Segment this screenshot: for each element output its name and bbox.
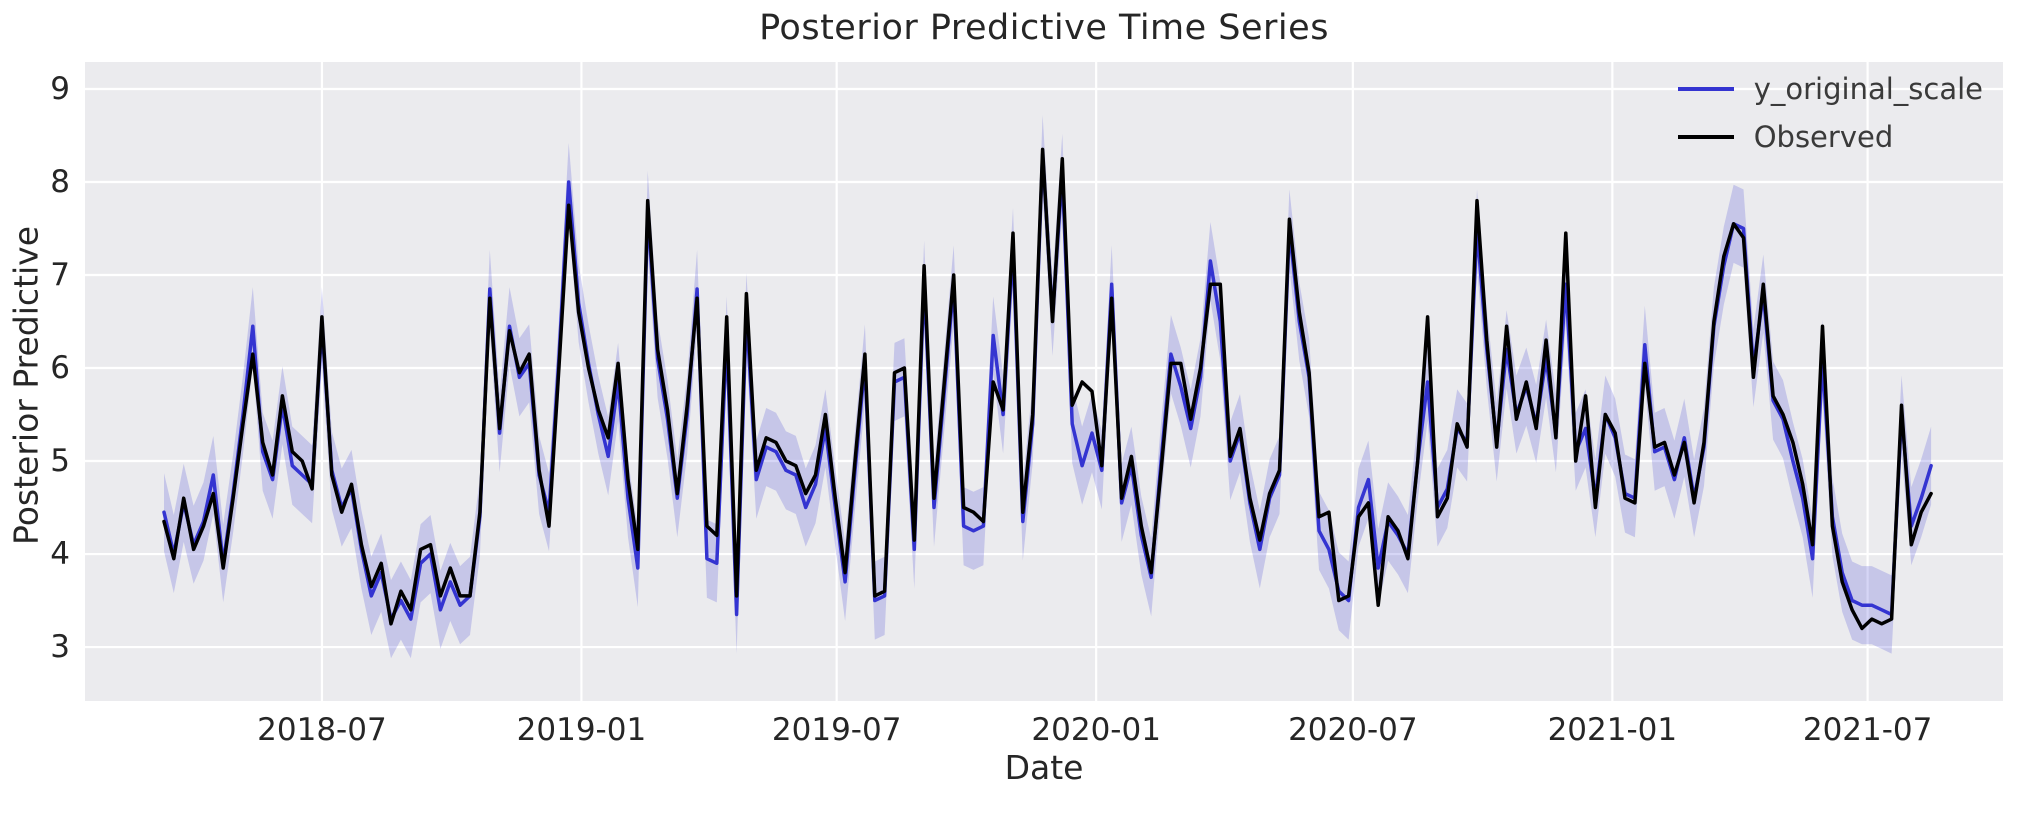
x-tick-label-2020-01: 2020-01 bbox=[1031, 712, 1161, 748]
x-tick-label-2021-07: 2021-07 bbox=[1802, 712, 1933, 748]
x-tick-label-2018-07: 2018-07 bbox=[257, 712, 387, 748]
y-tick-label-9: 9 bbox=[50, 70, 70, 107]
series-line-Observed bbox=[162, 147, 1933, 631]
y-tick-label-7: 7 bbox=[50, 257, 70, 293]
legend-item-y-original-scale: y_original_scale bbox=[1677, 72, 1983, 106]
x-tick-label-2019-07: 2019-07 bbox=[771, 712, 902, 748]
x-axis-label: Date bbox=[1004, 748, 1084, 787]
legend-line-swatch-black bbox=[1677, 135, 1734, 139]
y-tick-label-5: 5 bbox=[50, 443, 70, 480]
legend-label: y_original_scale bbox=[1753, 72, 1983, 106]
x-tick-label-2020-07: 2020-07 bbox=[1288, 712, 1418, 748]
y-tick-label-4: 4 bbox=[50, 536, 70, 573]
y-tick-label-8: 8 bbox=[50, 163, 70, 200]
x-tick-label-2021-01: 2021-01 bbox=[1547, 712, 1678, 748]
x-tick-label-2019-01: 2019-01 bbox=[516, 712, 647, 748]
legend-line-swatch-blue bbox=[1677, 87, 1734, 91]
y-tick-label-3: 3 bbox=[50, 629, 70, 666]
y-tick-label-6: 6 bbox=[50, 350, 70, 386]
chart-title: Posterior Predictive Time Series bbox=[759, 8, 1329, 48]
legend-item-observed: Observed bbox=[1677, 120, 1983, 154]
legend-label: Observed bbox=[1753, 120, 1894, 154]
legend: y_original_scale Observed bbox=[1677, 72, 1983, 154]
